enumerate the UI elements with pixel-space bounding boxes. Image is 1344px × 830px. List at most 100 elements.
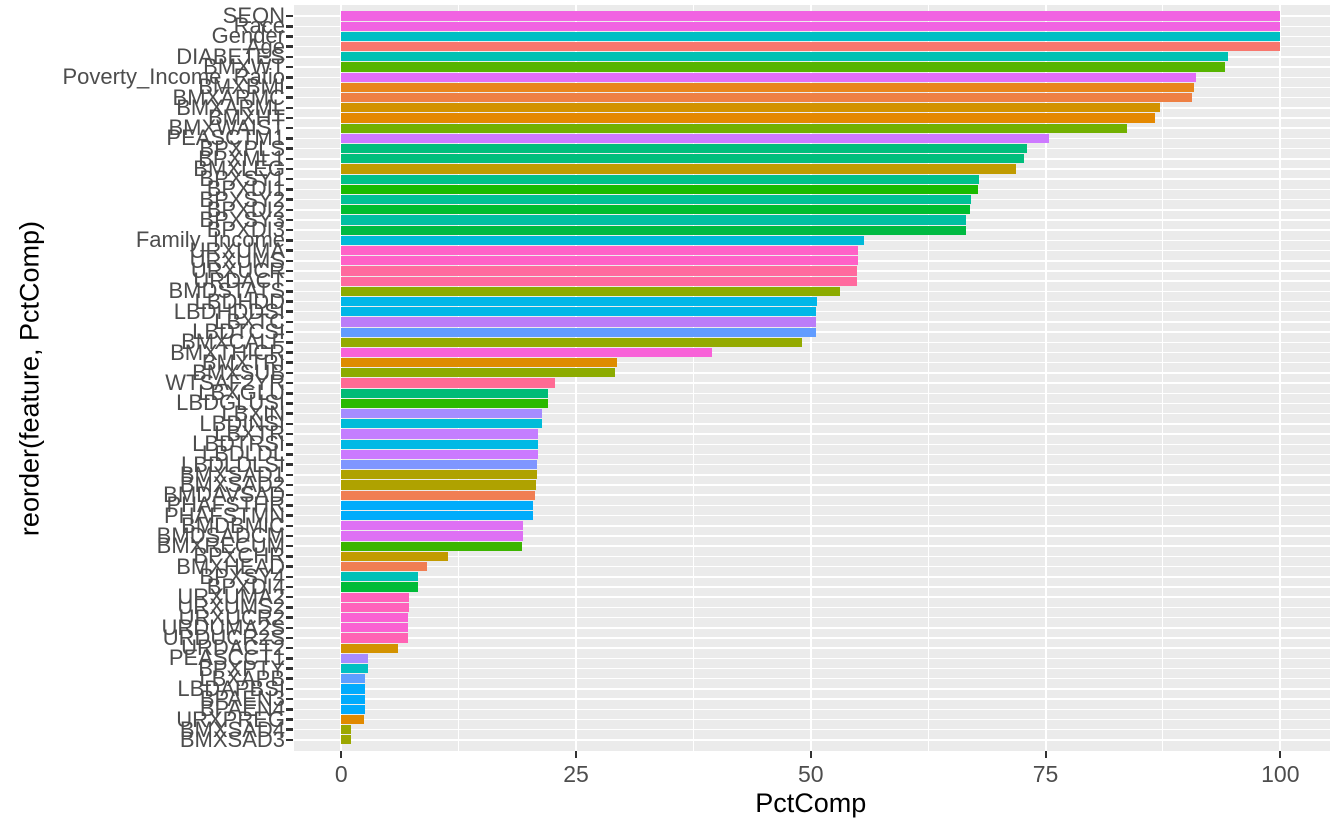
x-tick-label: 50	[798, 761, 824, 787]
y-axis-label: LBDGLUSI	[176, 390, 285, 416]
y-axis-label: LBDINSI	[199, 410, 285, 436]
gridline-horizontal	[294, 504, 1330, 507]
y-tick	[286, 606, 293, 609]
y-axis-label: BMDBMIC	[181, 512, 285, 538]
bar	[341, 490, 535, 500]
x-tick-label: 75	[1032, 761, 1059, 787]
y-axis-label: BPXSY1	[199, 166, 285, 192]
bar	[341, 429, 539, 439]
y-axis-label: Poverty_Income_Ratio	[62, 64, 285, 90]
y-tick	[286, 708, 293, 711]
y-tick	[286, 667, 293, 670]
y-axis-label: BPXSY3	[199, 206, 285, 232]
y-tick	[286, 330, 293, 334]
bar	[341, 276, 857, 286]
y-tick	[286, 687, 293, 691]
bar	[341, 531, 523, 541]
y-axis-label: BPXDI2	[206, 196, 285, 222]
bar	[341, 164, 1017, 174]
x-tick-label: 0	[334, 761, 348, 787]
y-tick	[286, 422, 293, 426]
bar	[341, 439, 539, 449]
gridline-horizontal	[294, 657, 1330, 660]
y-tick	[286, 259, 293, 262]
y-axis-label: BMXSAD1	[179, 461, 285, 487]
y-tick	[286, 524, 293, 528]
y-axis-label: URDUCR2S	[162, 624, 285, 650]
gridline-horizontal	[294, 463, 1330, 466]
bar	[341, 449, 538, 460]
y-tick	[286, 157, 293, 161]
bar	[341, 419, 543, 429]
y-tick	[286, 555, 293, 558]
bar	[341, 215, 966, 225]
gridline-horizontal	[294, 698, 1330, 700]
gridline-horizontal	[294, 555, 1330, 558]
y-tick	[286, 361, 293, 364]
gridline-horizontal	[294, 382, 1330, 384]
bar	[341, 470, 537, 480]
y-axis-label: BMDSTATS	[168, 278, 285, 304]
y-axis-label: BMXSAD3	[179, 726, 285, 752]
gridline-horizontal	[294, 453, 1330, 456]
bar	[341, 225, 966, 235]
gridline-horizontal	[294, 484, 1330, 486]
y-tick	[286, 35, 293, 38]
gridline-horizontal	[294, 677, 1330, 680]
bar	[341, 582, 419, 592]
gridline-horizontal	[294, 433, 1330, 435]
y-axis-label: URXUCR2	[178, 604, 285, 630]
y-axis-label: SEQN	[222, 3, 285, 29]
y-tick	[286, 14, 293, 18]
bar	[341, 205, 971, 215]
y-tick	[286, 493, 293, 497]
plot-panel	[294, 5, 1330, 751]
bar	[341, 82, 1194, 93]
bar	[341, 174, 979, 184]
y-tick	[286, 473, 293, 477]
y-tick	[286, 728, 293, 731]
bar	[341, 633, 408, 643]
y-tick	[286, 432, 293, 436]
y-tick	[286, 738, 293, 742]
y-tick	[286, 198, 293, 201]
y-axis-label: BMXWAIST	[168, 115, 285, 141]
bar	[341, 684, 365, 694]
y-tick	[286, 96, 293, 99]
bar	[341, 735, 351, 745]
bar	[341, 245, 858, 256]
y-axis-label: LBXIN	[221, 400, 285, 426]
gridline-horizontal	[294, 535, 1330, 537]
gridline-horizontal	[294, 372, 1330, 374]
y-tick	[286, 65, 293, 69]
y-axis-label: BMXARML	[176, 94, 285, 120]
gridline-horizontal	[294, 392, 1330, 395]
bar	[341, 572, 419, 582]
y-axis-label: BMXRECUM	[156, 533, 285, 559]
y-axis-label: BMXTHICR	[170, 339, 285, 365]
y-axis-label: BMXHEAD	[176, 553, 285, 579]
bar	[341, 307, 817, 317]
bar	[341, 62, 1225, 72]
gridline-horizontal	[294, 688, 1330, 690]
y-tick	[286, 463, 293, 466]
y-tick	[286, 137, 293, 140]
y-tick	[286, 544, 293, 548]
bar	[341, 235, 865, 245]
bar	[341, 409, 543, 419]
y-axis-label: BMXSAD2	[179, 472, 285, 498]
gridline-horizontal	[294, 565, 1330, 568]
bar	[341, 296, 818, 307]
gridline-major-vertical	[809, 5, 812, 751]
gridline-horizontal	[294, 514, 1330, 517]
gridline-horizontal	[294, 606, 1330, 609]
y-tick	[286, 534, 293, 538]
y-axis-label: LBDHDD	[194, 288, 285, 314]
bar	[341, 643, 398, 653]
bar	[341, 623, 408, 633]
x-tick	[1044, 751, 1047, 758]
gridline-horizontal	[294, 341, 1330, 344]
bar	[341, 551, 449, 561]
gridline-horizontal	[294, 402, 1330, 405]
gridline-horizontal	[294, 545, 1330, 547]
